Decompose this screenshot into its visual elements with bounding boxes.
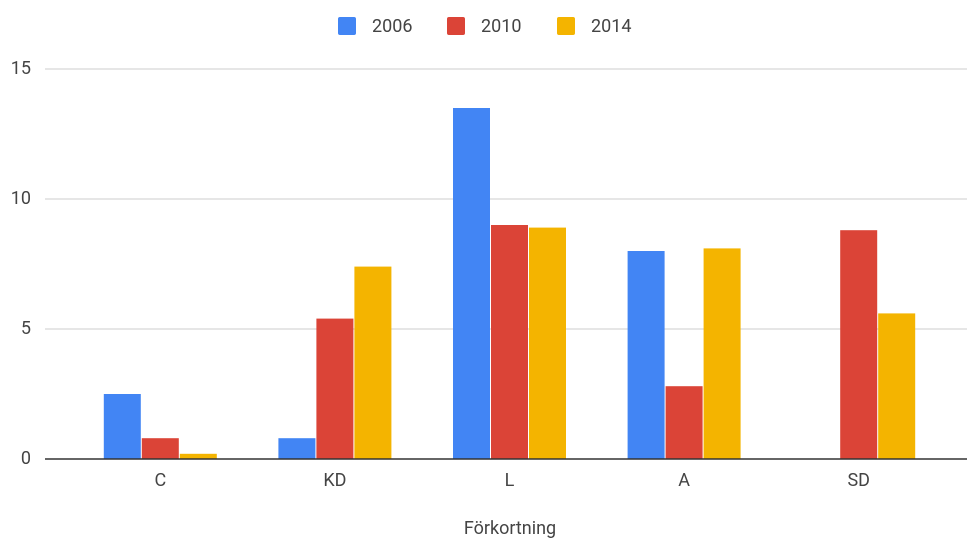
bar	[491, 225, 528, 459]
legend-swatch	[447, 17, 465, 35]
legend-label: 2010	[481, 16, 521, 37]
bar	[703, 248, 741, 459]
x-axis-title: Förkortning	[464, 518, 556, 539]
legend-swatch	[557, 17, 575, 35]
x-tick-label: SD	[847, 470, 870, 491]
bar	[627, 251, 665, 459]
bar	[179, 453, 217, 459]
x-tick-label: A	[678, 470, 690, 491]
legend-label: 2006	[372, 16, 412, 37]
bar	[529, 227, 566, 459]
bar	[453, 108, 490, 459]
bar	[878, 313, 916, 459]
y-tick-label: 15	[11, 58, 31, 79]
bar	[103, 394, 141, 459]
legend-swatch	[338, 17, 356, 35]
legend-label: 2014	[591, 16, 631, 37]
bar	[316, 318, 354, 459]
x-tick-label: C	[154, 470, 166, 491]
x-tick-label: L	[505, 470, 515, 491]
bar	[354, 266, 392, 459]
y-tick-label: 0	[21, 448, 31, 469]
x-tick-label: KD	[323, 470, 346, 491]
y-tick-label: 5	[21, 318, 31, 339]
bar	[665, 386, 703, 459]
bar	[141, 438, 179, 459]
bar	[278, 438, 316, 459]
y-tick-label: 10	[11, 188, 31, 209]
bar	[840, 230, 878, 459]
